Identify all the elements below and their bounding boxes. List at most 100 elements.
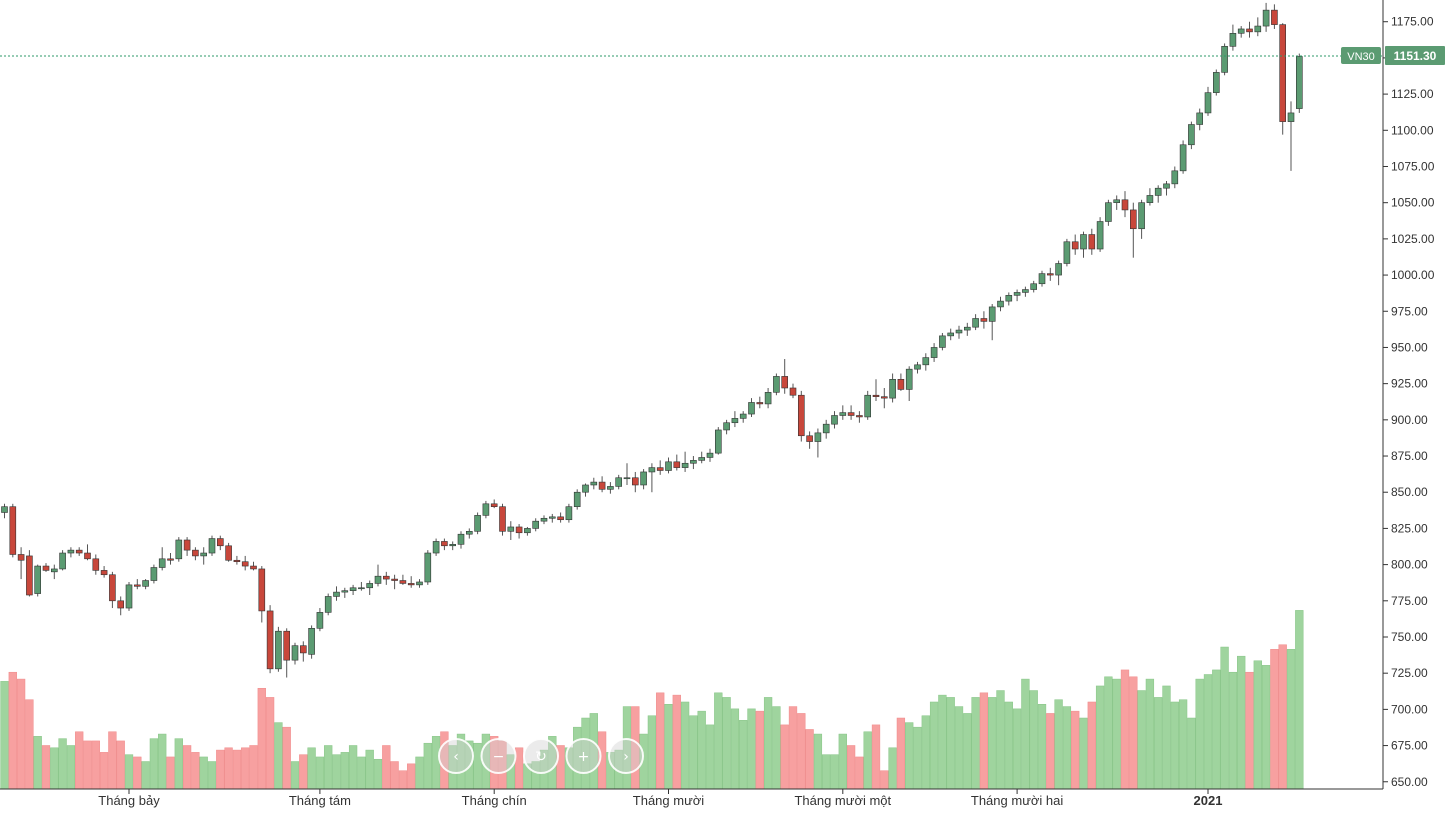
volume-bar bbox=[1253, 660, 1262, 790]
candle bbox=[316, 608, 324, 632]
volume-bar bbox=[16, 678, 26, 790]
volume-bar bbox=[730, 708, 740, 790]
candle bbox=[125, 581, 133, 611]
volume-bar bbox=[1112, 678, 1121, 790]
candle-body bbox=[250, 565, 257, 570]
candle-body bbox=[880, 396, 888, 399]
candle-body bbox=[275, 630, 282, 670]
volume-bar bbox=[880, 770, 889, 790]
price-axis: 650.00 675.00 700.00 725.00 750.00 775.00 800.… bbox=[1383, 15, 1435, 789]
volume-bar bbox=[232, 749, 242, 790]
candle-body bbox=[806, 435, 813, 442]
candle-body bbox=[208, 538, 216, 554]
volume-bar bbox=[739, 720, 748, 790]
y-tick-label: 1175.00 bbox=[1391, 15, 1434, 29]
candle bbox=[399, 574, 407, 585]
volume-bar bbox=[241, 747, 250, 790]
volume-bar bbox=[1187, 717, 1196, 790]
candle-body bbox=[349, 587, 357, 591]
candle bbox=[814, 428, 822, 458]
candle bbox=[217, 535, 224, 551]
candle bbox=[183, 537, 191, 556]
candle-body bbox=[872, 394, 880, 397]
candle bbox=[573, 489, 581, 510]
symbol-tag-bg bbox=[1341, 47, 1381, 65]
volume-bar bbox=[805, 729, 814, 790]
candle-body bbox=[573, 491, 581, 507]
zoom-out-button[interactable]: − bbox=[480, 738, 517, 774]
candle-body bbox=[465, 531, 473, 535]
candle bbox=[1071, 234, 1079, 255]
candle-body bbox=[756, 402, 764, 405]
volume-bar bbox=[755, 710, 764, 790]
candle-body bbox=[92, 558, 100, 571]
price-candles bbox=[1, 2, 1303, 678]
candle-body bbox=[939, 335, 946, 348]
nav-button-glyph: − bbox=[493, 749, 505, 765]
last-price-tag-bg bbox=[1385, 46, 1445, 66]
reset-zoom-button[interactable]: ↻ bbox=[523, 738, 559, 774]
volume-bar bbox=[182, 745, 192, 790]
candle-body bbox=[631, 477, 639, 486]
zoom-in-button[interactable]: + bbox=[565, 738, 602, 774]
candle-body bbox=[241, 561, 249, 567]
volume-bar bbox=[1195, 678, 1204, 790]
candle-body bbox=[607, 486, 614, 490]
volume-bar bbox=[1071, 710, 1080, 790]
candle bbox=[192, 547, 199, 561]
volume-bar bbox=[216, 749, 225, 790]
candle bbox=[50, 564, 58, 580]
candle bbox=[499, 503, 506, 536]
nav-button-glyph: ↻ bbox=[535, 749, 547, 765]
candle bbox=[241, 555, 249, 571]
volume-bar bbox=[83, 740, 92, 790]
candle-body bbox=[690, 460, 697, 464]
volume-bar bbox=[772, 706, 781, 790]
candle bbox=[822, 419, 830, 439]
candle-body bbox=[490, 503, 498, 507]
candle-body bbox=[183, 539, 191, 551]
volume-bar bbox=[66, 745, 76, 790]
volume-bar bbox=[1046, 713, 1055, 790]
candle bbox=[391, 574, 398, 590]
volume-bar bbox=[1104, 676, 1113, 790]
volume-bars bbox=[0, 610, 1304, 790]
volume-bar bbox=[174, 738, 183, 790]
candle bbox=[441, 538, 448, 551]
volume-bar bbox=[1021, 678, 1030, 790]
candle bbox=[889, 373, 896, 403]
volume-bar bbox=[855, 756, 864, 790]
volume-bar bbox=[407, 763, 416, 790]
candle bbox=[258, 566, 266, 623]
candle-body bbox=[1022, 289, 1029, 293]
volume-bar bbox=[921, 715, 930, 790]
candle bbox=[905, 366, 913, 402]
nav-button-bg bbox=[480, 738, 517, 774]
candle bbox=[607, 482, 614, 494]
candle bbox=[349, 584, 357, 596]
candle bbox=[1279, 23, 1286, 135]
scroll-left-button[interactable]: ‹ bbox=[438, 738, 474, 774]
volume-bar bbox=[50, 747, 59, 790]
y-tick-label: 1000.00 bbox=[1391, 268, 1435, 282]
candle bbox=[690, 456, 697, 470]
candle bbox=[233, 555, 241, 565]
volume-bar bbox=[249, 745, 258, 790]
candle bbox=[457, 531, 465, 549]
scroll-right-button[interactable]: › bbox=[608, 738, 644, 774]
candle-body bbox=[457, 533, 465, 545]
volume-bar bbox=[938, 694, 947, 790]
chart-navigator: ‹ − ↻ + › bbox=[438, 738, 644, 774]
candle-body bbox=[225, 545, 232, 561]
candle-body bbox=[1196, 112, 1203, 125]
volume-bar bbox=[647, 715, 657, 790]
volume-bar bbox=[8, 671, 17, 790]
candle-body bbox=[482, 503, 490, 516]
candle bbox=[142, 579, 149, 590]
volume-bar bbox=[822, 754, 831, 790]
volume-bar bbox=[763, 697, 773, 790]
candle-body bbox=[474, 515, 481, 532]
volume-bar bbox=[58, 738, 67, 790]
nav-button-glyph: ‹ bbox=[453, 749, 459, 765]
